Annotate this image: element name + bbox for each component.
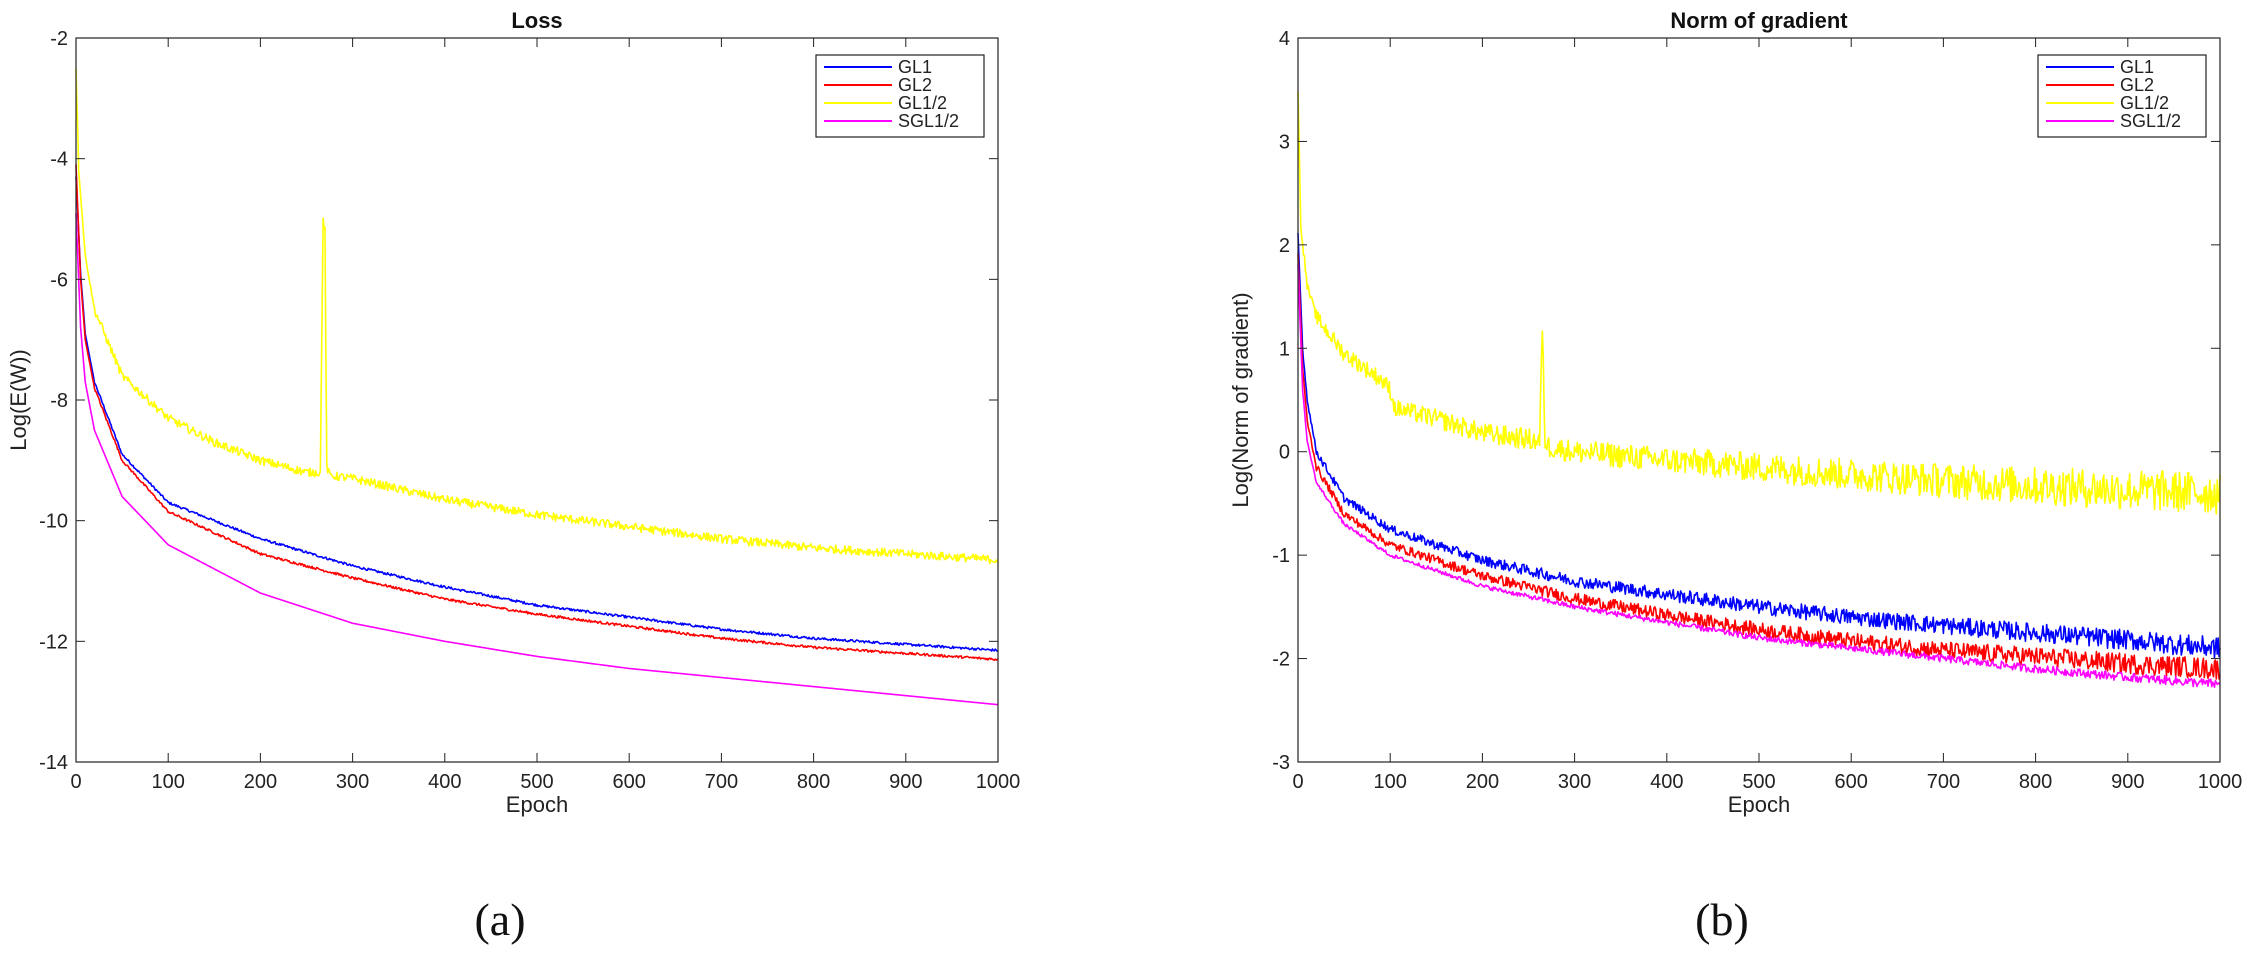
x-tick-label: 0 [1292,771,1303,793]
series-line-gl1-2 [1297,91,2221,515]
x-tick-label: 800 [797,771,830,793]
y-tick-label: -6 [50,269,68,291]
y-tick-label: -2 [50,28,68,50]
legend-label-sgl1-2: SGL1/2 [898,111,959,131]
series-line-sgl1-2 [1297,264,2221,689]
loss-chart: 0 100 200 300 400 500 600 700 800 900 1000 -14 -12 -1… [6,8,1020,945]
y-tick-label: -4 [50,149,68,171]
x-tick-label: 600 [1835,771,1868,793]
legend-label-gl2: GL2 [898,75,932,95]
y-tick-label: -3 [1272,752,1290,774]
x-tick-label: 100 [152,771,185,793]
x-tick-label: 700 [1927,771,1960,793]
y-tick-label: 0 [1279,442,1290,464]
series-line-sgl1-2 [75,212,999,706]
legend-box [815,54,985,138]
y-tick-label: 3 [1279,131,1290,153]
x-tick-label: 800 [2019,771,2052,793]
y-tick-label: -10 [39,511,68,533]
x-tick-label: 700 [705,771,738,793]
plot-area [76,38,998,762]
y-axis-label: Log(E(W)) [6,349,31,450]
gradient-norm-chart: 0 100 200 300 400 500 600 700 800 900 1000 -3 -2 -1 0 1… [1228,8,2242,945]
plot-area [1298,38,2220,762]
y-tick-label: -12 [39,631,68,653]
chart-title: Norm of gradient [1670,8,1848,33]
x-axis-label: Epoch [1728,792,1790,817]
legend-box [2037,54,2207,138]
x-tick-label: 300 [336,771,369,793]
series-line-gl1 [75,176,999,652]
x-tick-label: 400 [428,771,461,793]
y-tick-label: 2 [1279,235,1290,257]
y-tick-label: 4 [1279,28,1290,50]
x-axis-label: Epoch [506,792,568,817]
series-line-gl1-2 [75,68,999,565]
y-tick-label: 1 [1279,338,1290,360]
x-tick-label: 200 [244,771,277,793]
y-tick-label: -1 [1272,545,1290,567]
y-axis-label: Log(Norm of gradient) [1228,292,1253,507]
x-tick-label: 200 [1466,771,1499,793]
legend-label-sgl1-2: SGL1/2 [2120,111,2181,131]
series-line-gl2 [75,164,999,661]
x-tick-label: 0 [70,771,81,793]
x-tick-label: 500 [520,771,553,793]
x-tick-label: 100 [1374,771,1407,793]
x-tick-label: 300 [1558,771,1591,793]
x-tick-label: 500 [1742,771,1775,793]
chart-title: Loss [511,8,562,33]
y-tick-label: -8 [50,390,68,412]
series-line-gl1 [1297,233,2221,659]
x-tick-label: 1000 [2198,771,2243,793]
y-tick-label: -14 [39,752,68,774]
x-tick-label: 400 [1650,771,1683,793]
x-tick-label: 900 [2111,771,2144,793]
legend-label-gl1-2: GL1/2 [898,93,947,113]
legend-label-gl2: GL2 [2120,75,2154,95]
y-tick-label: -2 [1272,649,1290,671]
legend-label-gl1-2: GL1/2 [2120,93,2169,113]
series-line-gl2 [1297,254,2221,680]
subfigure-label: (a) [474,894,525,945]
x-tick-label: 900 [889,771,922,793]
legend-label-gl1: GL1 [2120,57,2154,77]
subfigure-label: (b) [1695,894,1749,945]
x-tick-label: 600 [613,771,646,793]
x-tick-label: 1000 [976,771,1021,793]
legend-label-gl1: GL1 [898,57,932,77]
